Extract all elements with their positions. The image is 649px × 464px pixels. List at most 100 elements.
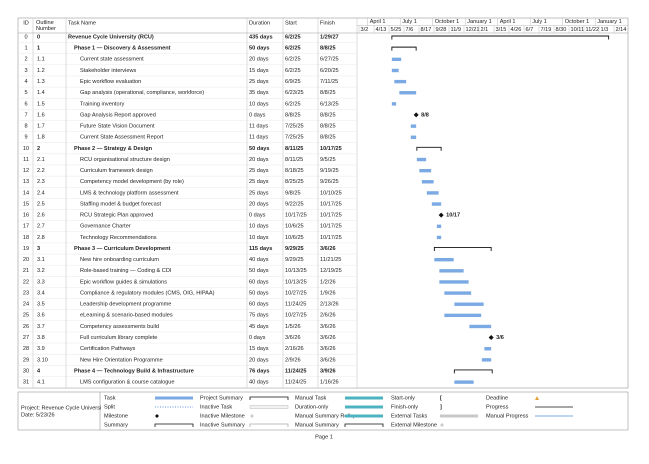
task-bar [434,258,454,262]
task-name: Certification Pathways [80,346,136,352]
timescale-top-label: October 1 [435,19,460,25]
finish: 1/9/26 [320,290,336,296]
legend-label: External Milestone [391,422,437,428]
duration: 15 days [249,68,269,74]
timescale-bottom-label: 2/1 [481,27,489,33]
summary-bar [433,247,492,251]
start: 10/6/25 [285,235,304,241]
start: 8/11/25 [285,157,303,163]
finish: 10/17/25 [320,213,342,219]
outline-number: 1.2 [37,68,45,74]
task-name: Role-based training — Coding & CDI [80,268,172,274]
finish: 7/11/25 [320,79,338,85]
start: 7/25/25 [285,124,304,130]
row-id: 3 [24,68,27,74]
task-bar [410,135,417,139]
outline-number: 3.2 [37,268,45,274]
task-name: Full curriculum library complete [80,335,157,341]
outline-number: 2.2 [37,168,45,174]
outline-number: 3 [37,246,40,252]
timescale-bottom-label: 5/25 [391,27,402,33]
duration: 10 days [249,224,269,230]
row-id: 4 [24,79,27,85]
row-id: 30 [23,368,29,374]
duration: 35 days [249,90,269,96]
duration: 50 days [249,268,269,274]
task-bar [416,157,427,162]
start: 1/5/26 [285,324,301,330]
row-id: 5 [24,90,27,96]
task-bar [454,302,484,306]
legend-label: Finish-only [391,404,418,410]
row-id: 14 [23,190,29,196]
row-id: 21 [23,268,29,274]
legend-project: Project: Revenue Cycle Universi [21,405,101,411]
duration: 20 days [249,201,269,207]
task-bar [426,191,439,195]
task-name: Stakeholder interviews [80,68,136,74]
row-id: 17 [23,224,29,230]
legend-label: Milestone [104,413,128,419]
legend-symbol [344,423,384,427]
row-id: 7 [24,112,27,118]
task-bar [436,224,442,229]
finish: 10/17/25 [320,235,342,241]
task-name: LMS configuration & course catalogue [80,380,175,386]
timescale-top-label: January 1 [597,19,622,25]
task-bar [436,235,442,240]
legend-symbol [155,396,193,400]
duration: 25 days [249,179,269,185]
duration: 76 days [249,368,270,374]
finish: 1/29/27 [320,34,339,40]
task-name: Revenue Cycle University (RCU) [68,34,154,40]
outline-number: 2.4 [37,190,45,196]
outline-number: 1.1 [37,57,45,63]
milestone-label: 3/6 [496,335,504,341]
legend-symbol [249,423,289,427]
start: 6/2/25 [285,68,301,74]
task-bar [421,180,434,184]
task-name: Phase 1 — Discovery & Assessment [74,46,171,52]
finish: 9/5/25 [320,157,336,163]
timescale-top-label: July 1 [402,19,417,25]
legend-symbol [440,414,478,418]
timescale-bottom-label: 8/17 [421,27,432,33]
start: 8/25/25 [285,179,304,185]
start: 10/17/25 [285,213,307,219]
column-header: ID [23,20,29,26]
duration: 0 days [249,335,266,341]
duration: 40 days [249,257,269,263]
outline-number: 3.1 [37,257,45,263]
legend-date: Date: 5/23/26 [21,412,55,418]
task-bar [439,280,469,284]
legend-label: Manual Progress [486,413,528,419]
outline-number: 3.7 [37,324,45,330]
legend-label: Manual Summary [295,422,339,428]
outline-number: 1.6 [37,112,45,118]
outline-number: 2.1 [37,157,45,163]
outline-number: 3.5 [37,302,45,308]
start: 8/11/25 [285,146,303,152]
task-bar [399,91,417,95]
finish: 10/17/25 [320,201,342,207]
task-name: Gap analysis (operational, compliance, w… [80,90,204,96]
outline-number: 3.9 [37,346,45,352]
row-id: 20 [23,257,29,263]
start: 6/2/25 [285,46,301,52]
duration: 20 days [249,57,269,63]
start: 8/18/25 [285,168,304,174]
row-id: 10 [23,146,29,152]
start: 9/29/25 [285,246,304,252]
task-name: Curriculum framework design [80,168,153,174]
start: 10/13/25 [285,279,307,285]
legend-frame [17,391,629,431]
finish: 8/8/25 [320,46,336,52]
finish: 3/6/26 [320,357,336,363]
start: 2/9/26 [285,357,301,363]
outline-number: 2.3 [37,179,45,185]
finish: 12/19/25 [320,268,342,274]
timescale-bottom-label: 7/19 [541,27,552,33]
column-header: Duration [249,20,270,26]
task-name: Epic workflow guides & simulations [80,279,167,285]
